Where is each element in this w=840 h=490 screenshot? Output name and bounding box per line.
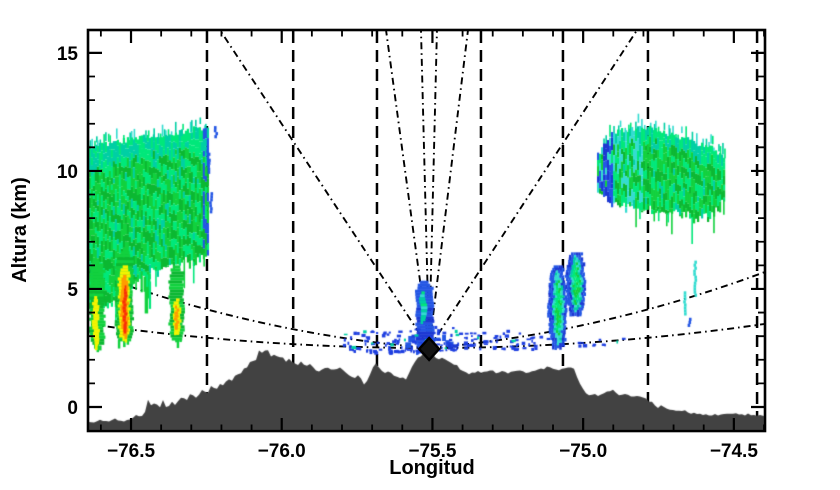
x-tick-label: −75.0 <box>559 441 607 462</box>
plot-frame-border <box>86 28 767 433</box>
x-tick-label: −76.5 <box>107 441 156 462</box>
x-tick-label: −75.5 <box>408 441 457 462</box>
x-tick-label: −76.0 <box>258 441 306 462</box>
radar-site-marker <box>417 336 441 362</box>
minor-ticks <box>88 30 765 431</box>
y-tick-label: 15 <box>57 44 79 65</box>
radar-site-diamond-icon <box>417 336 441 362</box>
y-axis-title: Altura (km) <box>9 177 31 283</box>
plot-frame-and-ticks: −76.5 −76.0 −75.5 −75.0 −74.5 0 5 10 15 <box>57 28 767 462</box>
y-tick-label: 5 <box>67 280 78 301</box>
major-ticks <box>88 30 765 431</box>
y-tick-label: 10 <box>57 162 78 183</box>
y-tick-label: 0 <box>67 398 78 419</box>
x-axis-title: Longitud <box>389 457 475 479</box>
x-tick-label: −74.5 <box>710 441 759 462</box>
